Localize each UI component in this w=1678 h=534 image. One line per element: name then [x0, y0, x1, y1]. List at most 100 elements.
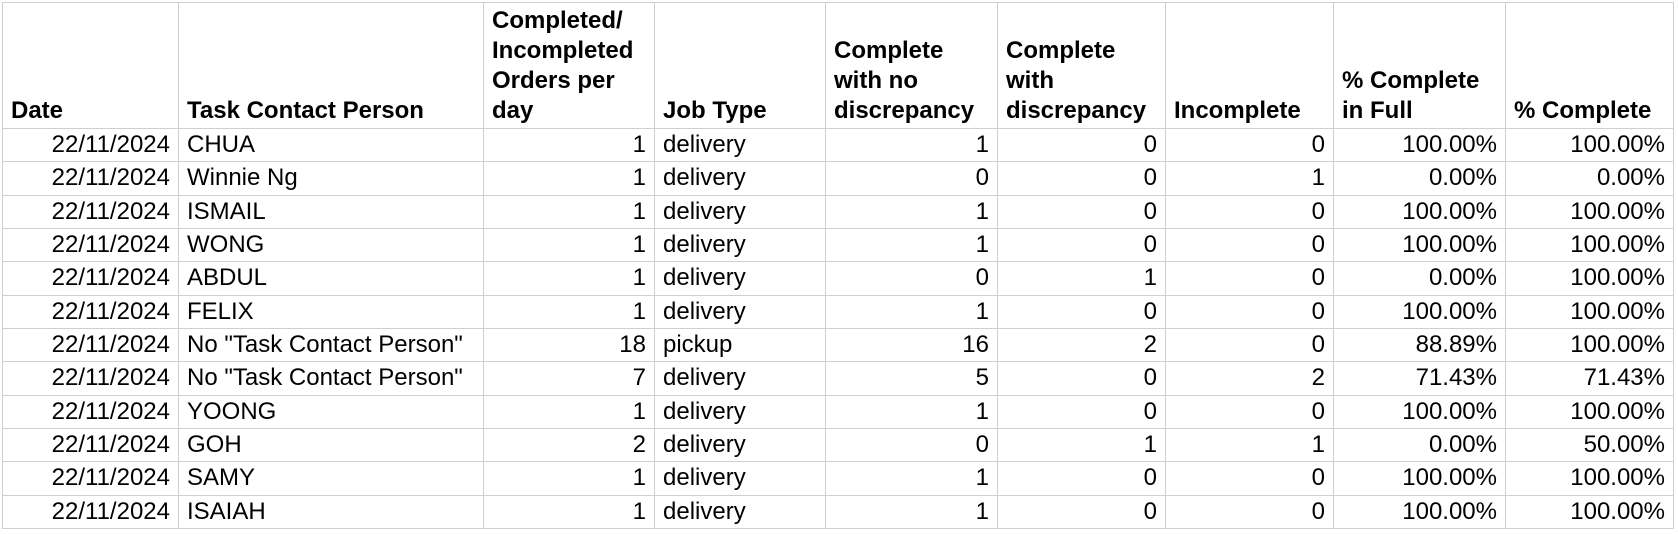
cell-complete-no-discrepancy[interactable]: 16 [825, 327, 998, 363]
cell-job-type[interactable]: delivery [654, 494, 826, 529]
cell-date[interactable]: 22/11/2024 [2, 327, 179, 363]
cell-task-contact-person[interactable]: ABDUL [178, 261, 484, 296]
cell-complete-no-discrepancy[interactable]: 1 [825, 294, 998, 329]
cell-pct-complete[interactable]: 100.00% [1505, 394, 1674, 429]
cell-task-contact-person[interactable]: ISAIAH [178, 494, 484, 529]
cell-job-type[interactable]: delivery [654, 294, 826, 329]
cell-job-type[interactable]: delivery [654, 361, 826, 396]
cell-incomplete[interactable]: 0 [1165, 227, 1334, 263]
cell-date[interactable]: 22/11/2024 [2, 461, 179, 496]
cell-complete-no-discrepancy[interactable]: 5 [825, 361, 998, 396]
cell-incomplete[interactable]: 0 [1165, 461, 1334, 496]
cell-complete-no-discrepancy[interactable]: 0 [825, 261, 998, 296]
cell-orders-per-day[interactable]: 7 [483, 361, 655, 396]
cell-incomplete[interactable]: 0 [1165, 394, 1334, 429]
cell-orders-per-day[interactable]: 1 [483, 161, 655, 196]
cell-job-type[interactable]: delivery [654, 427, 826, 463]
col-header-task-contact-person[interactable]: Task Contact Person [178, 2, 484, 129]
cell-pct-complete[interactable]: 100.00% [1505, 461, 1674, 496]
cell-job-type[interactable]: pickup [654, 327, 826, 363]
cell-pct-complete[interactable]: 71.43% [1505, 361, 1674, 396]
cell-pct-complete[interactable]: 100.00% [1505, 127, 1674, 163]
cell-incomplete[interactable]: 0 [1165, 194, 1334, 229]
cell-orders-per-day[interactable]: 1 [483, 494, 655, 529]
cell-incomplete[interactable]: 2 [1165, 361, 1334, 396]
cell-pct-complete[interactable]: 100.00% [1505, 294, 1674, 329]
cell-task-contact-person[interactable]: No "Task Contact Person" [178, 361, 484, 396]
cell-complete-with-discrepancy[interactable]: 2 [997, 327, 1166, 363]
col-header-orders-per-day[interactable]: Completed/ Incompleted Orders per day [483, 2, 655, 129]
cell-date[interactable]: 22/11/2024 [2, 261, 179, 296]
cell-date[interactable]: 22/11/2024 [2, 294, 179, 329]
cell-task-contact-person[interactable]: YOONG [178, 394, 484, 429]
cell-task-contact-person[interactable]: ISMAIL [178, 194, 484, 229]
cell-pct-complete-in-full[interactable]: 100.00% [1333, 494, 1506, 529]
cell-job-type[interactable]: delivery [654, 127, 826, 163]
cell-pct-complete-in-full[interactable]: 0.00% [1333, 427, 1506, 463]
cell-complete-with-discrepancy[interactable]: 1 [997, 261, 1166, 296]
cell-complete-with-discrepancy[interactable]: 0 [997, 161, 1166, 196]
cell-job-type[interactable]: delivery [654, 227, 826, 263]
cell-pct-complete-in-full[interactable]: 100.00% [1333, 461, 1506, 496]
cell-complete-with-discrepancy[interactable]: 0 [997, 361, 1166, 396]
cell-complete-no-discrepancy[interactable]: 0 [825, 161, 998, 196]
cell-date[interactable]: 22/11/2024 [2, 427, 179, 463]
cell-job-type[interactable]: delivery [654, 261, 826, 296]
cell-incomplete[interactable]: 0 [1165, 327, 1334, 363]
col-header-job-type[interactable]: Job Type [654, 2, 826, 129]
cell-complete-with-discrepancy[interactable]: 0 [997, 494, 1166, 529]
cell-task-contact-person[interactable]: SAMY [178, 461, 484, 496]
cell-pct-complete[interactable]: 100.00% [1505, 494, 1674, 529]
cell-pct-complete-in-full[interactable]: 71.43% [1333, 361, 1506, 396]
col-header-pct-complete-in-full[interactable]: % Complete in Full [1333, 2, 1506, 129]
cell-complete-no-discrepancy[interactable]: 1 [825, 461, 998, 496]
cell-complete-with-discrepancy[interactable]: 0 [997, 227, 1166, 263]
cell-complete-with-discrepancy[interactable]: 0 [997, 461, 1166, 496]
cell-complete-with-discrepancy[interactable]: 0 [997, 127, 1166, 163]
col-header-incomplete[interactable]: Incomplete [1165, 2, 1334, 129]
cell-date[interactable]: 22/11/2024 [2, 494, 179, 529]
cell-date[interactable]: 22/11/2024 [2, 161, 179, 196]
cell-complete-no-discrepancy[interactable]: 1 [825, 127, 998, 163]
cell-orders-per-day[interactable]: 1 [483, 261, 655, 296]
cell-pct-complete[interactable]: 50.00% [1505, 427, 1674, 463]
cell-complete-with-discrepancy[interactable]: 0 [997, 394, 1166, 429]
cell-pct-complete[interactable]: 100.00% [1505, 194, 1674, 229]
cell-job-type[interactable]: delivery [654, 461, 826, 496]
cell-job-type[interactable]: delivery [654, 394, 826, 429]
cell-date[interactable]: 22/11/2024 [2, 127, 179, 163]
cell-date[interactable]: 22/11/2024 [2, 394, 179, 429]
cell-date[interactable]: 22/11/2024 [2, 194, 179, 229]
cell-pct-complete[interactable]: 100.00% [1505, 327, 1674, 363]
cell-pct-complete-in-full[interactable]: 100.00% [1333, 194, 1506, 229]
cell-pct-complete-in-full[interactable]: 100.00% [1333, 127, 1506, 163]
cell-orders-per-day[interactable]: 18 [483, 327, 655, 363]
cell-task-contact-person[interactable]: FELIX [178, 294, 484, 329]
cell-complete-with-discrepancy[interactable]: 0 [997, 194, 1166, 229]
col-header-pct-complete[interactable]: % Complete [1505, 2, 1674, 129]
cell-task-contact-person[interactable]: No "Task Contact Person" [178, 327, 484, 363]
cell-complete-with-discrepancy[interactable]: 0 [997, 294, 1166, 329]
cell-orders-per-day[interactable]: 1 [483, 194, 655, 229]
col-header-complete-with-discrepancy[interactable]: Complete with discrepancy [997, 2, 1166, 129]
cell-task-contact-person[interactable]: WONG [178, 227, 484, 263]
cell-incomplete[interactable]: 1 [1165, 427, 1334, 463]
cell-orders-per-day[interactable]: 1 [483, 461, 655, 496]
cell-pct-complete-in-full[interactable]: 100.00% [1333, 227, 1506, 263]
cell-incomplete[interactable]: 0 [1165, 261, 1334, 296]
cell-orders-per-day[interactable]: 1 [483, 394, 655, 429]
cell-task-contact-person[interactable]: Winnie Ng [178, 161, 484, 196]
cell-orders-per-day[interactable]: 1 [483, 294, 655, 329]
cell-job-type[interactable]: delivery [654, 161, 826, 196]
cell-incomplete[interactable]: 1 [1165, 161, 1334, 196]
cell-pct-complete[interactable]: 100.00% [1505, 227, 1674, 263]
cell-orders-per-day[interactable]: 1 [483, 227, 655, 263]
cell-date[interactable]: 22/11/2024 [2, 227, 179, 263]
cell-pct-complete-in-full[interactable]: 0.00% [1333, 261, 1506, 296]
cell-task-contact-person[interactable]: CHUA [178, 127, 484, 163]
cell-incomplete[interactable]: 0 [1165, 127, 1334, 163]
cell-task-contact-person[interactable]: GOH [178, 427, 484, 463]
cell-date[interactable]: 22/11/2024 [2, 361, 179, 396]
cell-complete-no-discrepancy[interactable]: 1 [825, 494, 998, 529]
cell-pct-complete-in-full[interactable]: 100.00% [1333, 294, 1506, 329]
